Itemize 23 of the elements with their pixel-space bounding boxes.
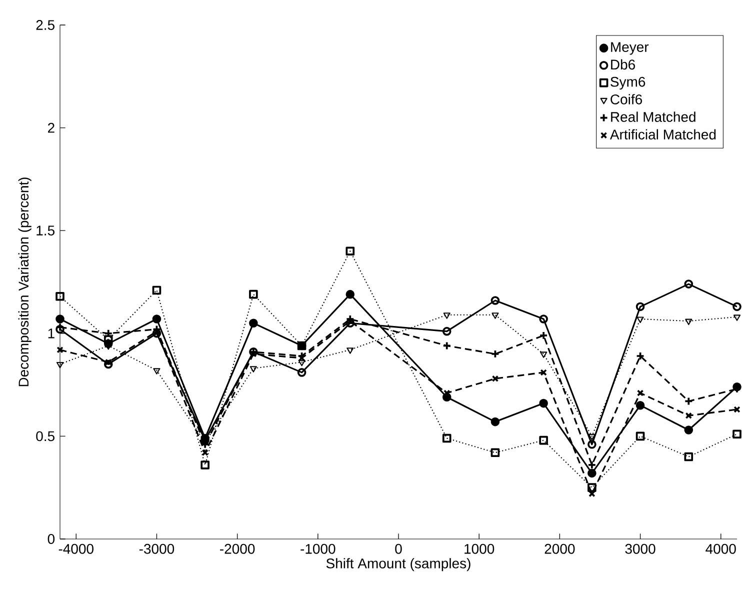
x-tick-label: 3000 [625, 544, 656, 554]
y-tick-label: 0.5 [36, 431, 54, 442]
y-axis-title: Decomposition Variation (percent) [18, 178, 32, 386]
x-tick-label: -4000 [58, 544, 94, 554]
legend-label: Sym6 [610, 76, 646, 90]
x-tick-label: -3000 [139, 544, 174, 554]
legend-label: Meyer [611, 42, 649, 55]
x-tick-label: 0 [395, 544, 402, 554]
x-tick-label: 4000 [706, 544, 736, 554]
y-tick-label: 2 [48, 122, 54, 133]
y-tick-label: 1 [48, 328, 54, 338]
x-axis-title: Shift Amount (samples) [326, 558, 470, 572]
y-tick-label: 1.5 [36, 226, 54, 236]
legend-label: Coif6 [610, 94, 642, 104]
legend-label: Artificial Matched [610, 129, 716, 140]
x-tick-label: -1000 [300, 544, 336, 554]
y-tick-label: 2.5 [36, 20, 54, 30]
x-tick-label: 2000 [544, 544, 575, 554]
x-tick-label: -2000 [220, 544, 255, 554]
legend-label: Db6 [611, 59, 635, 70]
y-tick-label: 0 [48, 534, 55, 544]
x-tick-label: 1000 [464, 544, 494, 554]
legend-label: Real Matched [611, 112, 696, 122]
